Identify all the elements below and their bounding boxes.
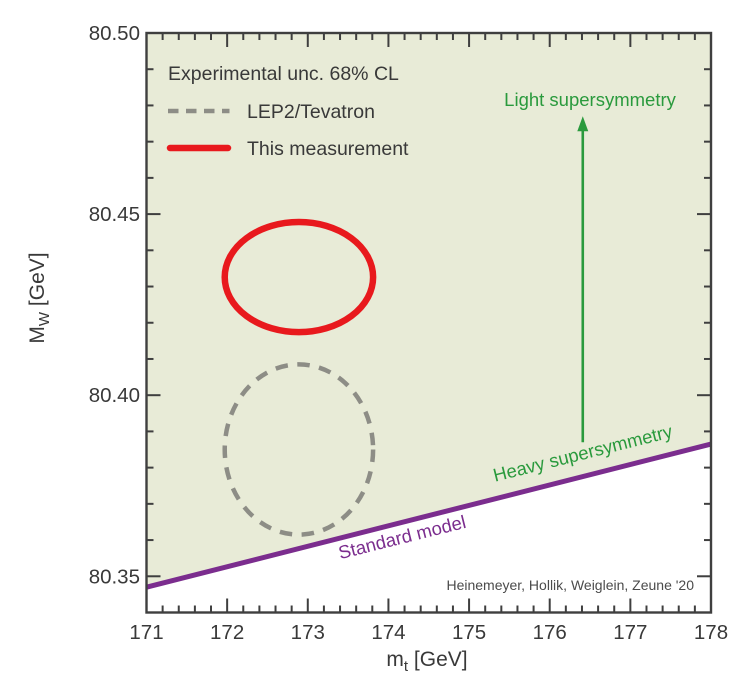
x-tick-label: 177 (613, 621, 647, 644)
citation-text: Heinemeyer, Hollik, Weiglein, Zeune '20 (446, 577, 694, 593)
x-tick-label: 172 (210, 621, 244, 644)
y-tick-label: 80.45 (89, 203, 140, 226)
x-tick-label: 178 (694, 621, 728, 644)
legend-label-this-measurement: This measurement (247, 138, 409, 160)
x-tick-label: 174 (371, 621, 405, 644)
light-supersymmetry-label: Light supersymmetry (504, 89, 676, 110)
supersymmetry-allowed-region (146, 33, 711, 588)
x-axis-title: mt [GeV] (386, 648, 467, 675)
x-tick-label: 173 (291, 621, 325, 644)
y-tick-label: 80.50 (89, 22, 140, 45)
legend: Experimental unc. 68% CL LEP2/Tevatron Thi… (166, 63, 409, 160)
y-axis-ticks (146, 32, 711, 578)
x-tick-label: 176 (533, 621, 567, 644)
y-tick-label: 80.35 (89, 565, 140, 588)
standard-model-line (145, 441, 712, 590)
x-axis-ticks (145, 33, 712, 613)
lep2-tevatron-ellipse (222, 362, 376, 537)
this-measurement-ellipse (221, 218, 377, 336)
legend-title: Experimental unc. 68% CL (168, 63, 399, 85)
x-tick-label: 175 (452, 621, 486, 644)
x-tick-labels: 171 172 173 174 175 176 177 178 (129, 621, 728, 644)
y-axis-title: MW [GeV] (26, 252, 53, 343)
y-tick-labels: 80.35 80.40 80.45 80.50 (89, 22, 140, 588)
y-tick-label: 80.40 (89, 384, 140, 407)
legend-label-lep2-tevatron: LEP2/Tevatron (247, 101, 375, 123)
x-tick-label: 171 (129, 621, 163, 644)
arrow-head (577, 116, 589, 132)
light-supersymmetry-arrow (577, 116, 589, 443)
